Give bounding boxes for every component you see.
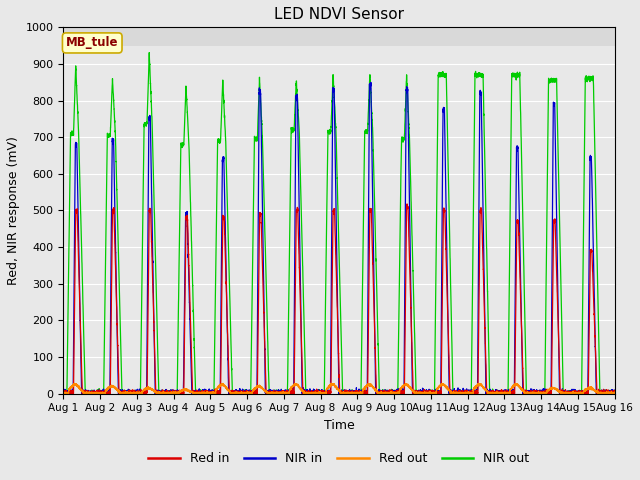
NIR in bbox=[60, 390, 67, 396]
Line: Red out: Red out bbox=[63, 383, 614, 394]
NIR in bbox=[60, 391, 67, 396]
NIR out bbox=[611, 389, 618, 395]
Legend: Red in, NIR in, Red out, NIR out: Red in, NIR in, Red out, NIR out bbox=[143, 447, 534, 470]
Red in bbox=[493, 390, 501, 396]
NIR out bbox=[60, 391, 67, 396]
Red out bbox=[609, 389, 616, 395]
Line: NIR in: NIR in bbox=[63, 83, 614, 394]
NIR out bbox=[145, 50, 153, 56]
Red out bbox=[60, 391, 67, 396]
Red in bbox=[403, 201, 411, 207]
Red out bbox=[611, 391, 618, 396]
Red out bbox=[177, 388, 185, 394]
Red in bbox=[415, 390, 423, 396]
NIR in bbox=[611, 390, 618, 396]
Red out bbox=[327, 380, 335, 386]
Red in bbox=[609, 390, 616, 396]
Red out bbox=[493, 390, 501, 396]
NIR out bbox=[60, 390, 67, 396]
Title: LED NDVI Sensor: LED NDVI Sensor bbox=[274, 7, 404, 22]
Red in bbox=[611, 389, 618, 395]
Red out bbox=[172, 391, 179, 396]
NIR in bbox=[493, 389, 501, 395]
X-axis label: Time: Time bbox=[324, 419, 355, 432]
Line: Red in: Red in bbox=[63, 204, 614, 394]
NIR out bbox=[177, 141, 185, 147]
Red in bbox=[172, 390, 179, 396]
Red in bbox=[177, 389, 185, 395]
NIR out bbox=[266, 390, 274, 396]
NIR out bbox=[415, 389, 423, 395]
Y-axis label: Red, NIR response (mV): Red, NIR response (mV) bbox=[7, 136, 20, 285]
NIR out bbox=[609, 390, 616, 396]
NIR in bbox=[266, 389, 273, 395]
NIR in bbox=[172, 390, 179, 396]
Red out bbox=[415, 391, 423, 396]
Text: MB_tule: MB_tule bbox=[66, 36, 118, 49]
Bar bbox=[63, 27, 614, 46]
Red out bbox=[60, 389, 67, 395]
Red out bbox=[266, 390, 273, 396]
NIR in bbox=[415, 391, 423, 396]
Red in bbox=[60, 388, 67, 394]
NIR in bbox=[367, 80, 374, 85]
Line: NIR out: NIR out bbox=[63, 53, 614, 394]
NIR in bbox=[609, 390, 616, 396]
Red in bbox=[266, 390, 273, 396]
Red in bbox=[60, 391, 67, 396]
NIR out bbox=[172, 391, 179, 396]
NIR in bbox=[177, 389, 185, 395]
NIR out bbox=[493, 390, 501, 396]
